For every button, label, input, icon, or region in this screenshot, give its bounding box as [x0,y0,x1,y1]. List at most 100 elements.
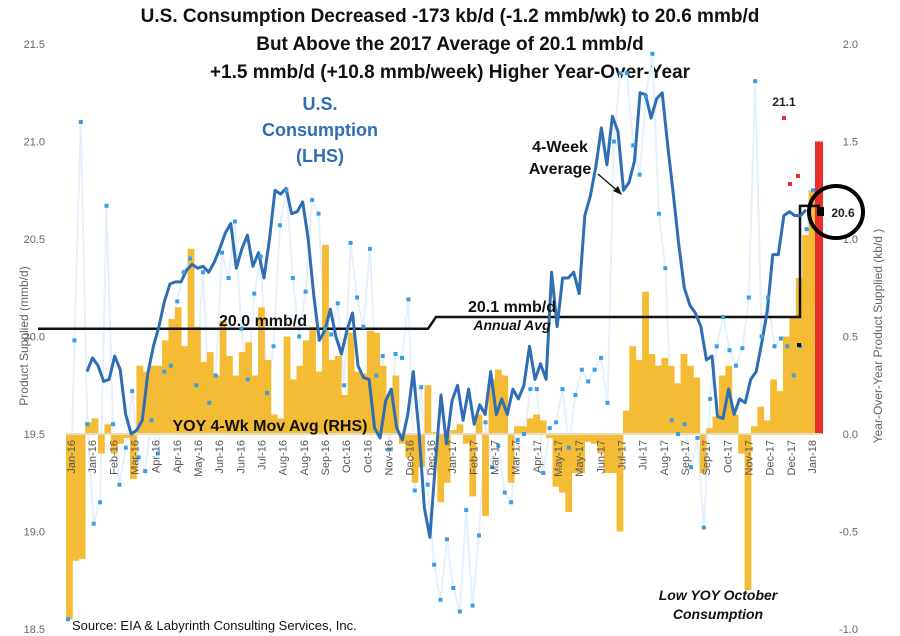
yoy-bar [533,414,541,434]
weekly-point [239,326,244,331]
weekly-point [393,352,398,356]
weekly-point [361,324,366,329]
yoy-bar [565,434,573,512]
weekly-point [753,79,758,84]
yoy-bar [341,395,349,434]
x-tick-label: Feb-17 [468,440,480,475]
weekly-point [515,437,520,442]
arrow-head-icon [613,186,622,195]
weekly-point [586,379,591,384]
left-tick-label: 21.5 [24,39,45,51]
weekly-point [746,295,751,300]
weekly-point [72,338,77,343]
yoy-bar [616,434,624,532]
weekly-point [136,455,141,460]
yoy-bar [360,373,368,434]
x-tick-label: May-17 [574,440,586,477]
left-tick-label: 18.5 [24,624,45,636]
x-tick-label: Jun-16 [214,440,226,474]
yoy-bar [584,434,592,442]
yoy-bar [507,434,515,483]
yoy-bar [642,291,649,434]
four-week-annotation: 4-Week Average [529,139,622,195]
yoy-bar [85,422,93,434]
recent-point-red [796,174,800,178]
weekly-point [233,219,237,224]
yoy-bar [283,336,291,434]
x-tick-label: Aug-16 [278,440,290,475]
weekly-point [226,276,231,280]
weekly-point [143,469,148,474]
weekly-point [701,525,706,530]
yoy-bar [72,434,80,561]
low-yoy-label-1: Low YOY October [659,587,779,603]
yoy-bar [629,346,637,434]
highlight-circle [807,184,865,240]
yoy-bar [347,332,355,434]
avg-2017-label: 20.1 mmb/d [468,299,556,316]
yoy-bar [590,434,598,444]
yoy-bar [552,434,560,487]
weekly-point [470,603,475,608]
weekly-point [682,422,687,427]
x-tick-label: May-17 [553,440,565,477]
yoy-bar [514,426,521,434]
x-tick-label: Mar-17 [489,440,501,475]
right-axis-label: Year-Over-Year Product Supplied (kb/d ) [871,229,885,444]
yoy-bar [91,418,99,434]
yoy-bar [699,434,707,473]
yoy-bar [443,434,451,483]
yoy-bar [738,434,745,454]
weekly-point [689,465,693,470]
yoy-bar [770,379,777,434]
yoy-bar [674,383,681,434]
yoy-bar [322,244,329,434]
yoy-bar [494,369,502,434]
weekly-point [200,270,205,275]
weekly-point [162,369,167,374]
weekly-point [207,400,212,405]
weekly-point [451,586,456,590]
yoy-bar [712,416,720,434]
weekly-point [194,383,199,388]
yoy-bar [482,434,489,516]
consumption-label-1: U.S. [302,94,337,114]
weekly-point [791,373,796,378]
right-tick-label: 2.0 [843,39,858,51]
yoy-bar [469,434,477,497]
weekly-point [483,420,488,425]
four-week-label-2: Average [529,161,592,178]
weekly-point [656,211,661,216]
x-tick-label: Jun-17 [595,440,607,474]
weekly-point [155,451,160,456]
yoy-bar [270,414,278,434]
yoy-bar [386,395,393,434]
weekly-point [245,377,250,382]
weekly-point [265,391,270,395]
yoy-bar [744,434,752,590]
x-tick-label: Sep-17 [680,440,692,475]
yoy-bar [539,420,547,434]
weekly-point [412,488,417,493]
weekly-point [123,445,128,450]
weekly-point [772,344,777,349]
yoy-bar [200,361,208,434]
yoy-bar [776,391,784,434]
weekly-point [66,617,70,622]
yoy-bar [78,434,86,559]
weekly-points [66,51,815,622]
weekly-point [335,301,340,306]
weekly-point [714,344,719,349]
weekly-point [541,471,546,475]
yoy-bar [174,307,182,434]
x-tick-label: May-16 [193,440,205,477]
weekly-point [310,198,315,202]
yoy-bar [251,375,259,434]
x-tick-label: Apr-16 [172,440,184,473]
yoy-bar [763,420,771,434]
right-tick-label: 0.0 [843,429,858,441]
yoy-bar [782,336,790,434]
weekly-point [91,521,96,526]
yoy-bar [622,410,630,434]
